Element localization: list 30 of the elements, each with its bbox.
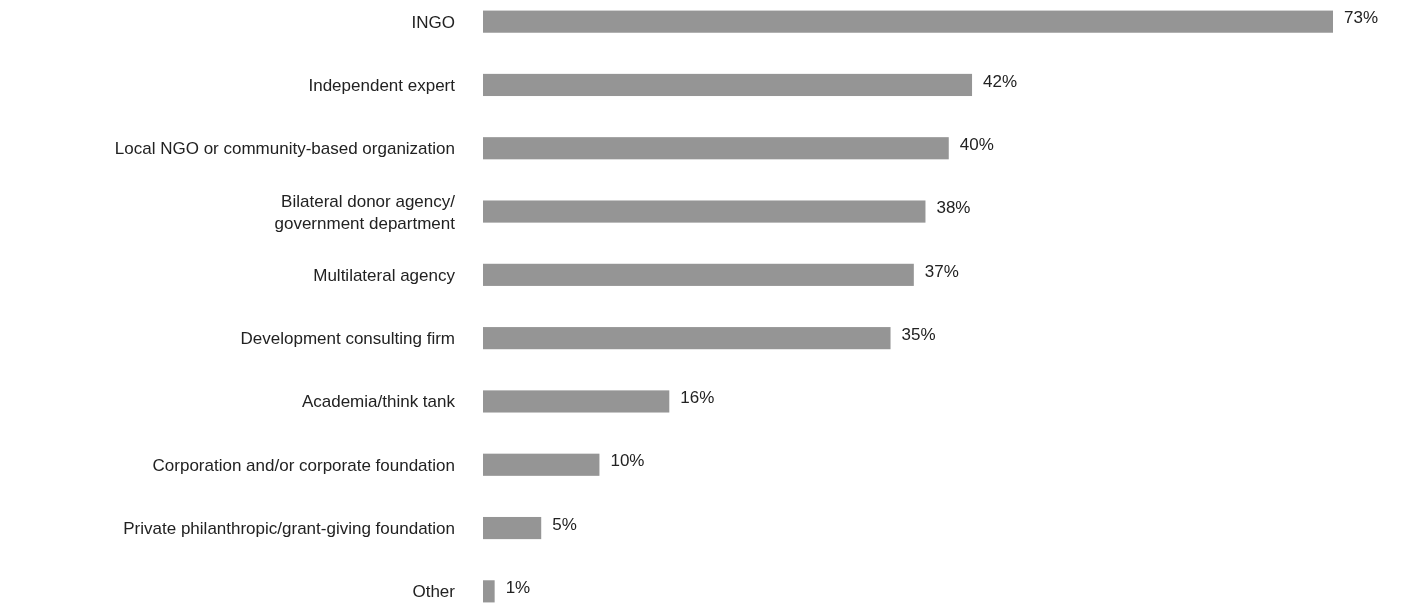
y-tick-label: Development consulting firm bbox=[240, 329, 455, 349]
data-label: 42% bbox=[983, 71, 1018, 91]
bar bbox=[483, 516, 542, 540]
y-tick-label: Private philanthropic/grant-giving foundation bbox=[123, 519, 455, 539]
bar bbox=[483, 10, 1333, 33]
y-tick-label: INGO bbox=[411, 12, 455, 32]
bar bbox=[483, 580, 495, 603]
data-label: 1% bbox=[505, 578, 531, 598]
bar bbox=[483, 263, 914, 286]
data-label: 37% bbox=[924, 261, 959, 281]
y-tick-label: Academia/think tank bbox=[301, 392, 456, 412]
bar bbox=[483, 390, 670, 413]
y-tick-label: Other bbox=[412, 582, 456, 602]
data-label: 16% bbox=[680, 388, 715, 408]
y-tick-label: Multilateral agency bbox=[313, 265, 456, 285]
data-label: 10% bbox=[610, 451, 645, 471]
data-label: 38% bbox=[936, 198, 971, 218]
y-tick-label: Independent expert bbox=[308, 75, 456, 95]
data-label: 35% bbox=[901, 324, 936, 344]
bar bbox=[483, 327, 891, 350]
y-tick-label: Local NGO or community-based organization bbox=[114, 139, 455, 159]
bar bbox=[483, 73, 973, 97]
y-tick-label: Bilateral donor agency/ government department bbox=[274, 191, 456, 233]
bar bbox=[483, 453, 600, 476]
y-tick-label: Corporation and/or corporate foundation bbox=[152, 455, 455, 475]
bar bbox=[483, 137, 949, 160]
data-label: 40% bbox=[959, 134, 994, 154]
data-label: 5% bbox=[552, 514, 577, 534]
data-label: 73% bbox=[1344, 8, 1379, 28]
bar bbox=[483, 200, 926, 223]
